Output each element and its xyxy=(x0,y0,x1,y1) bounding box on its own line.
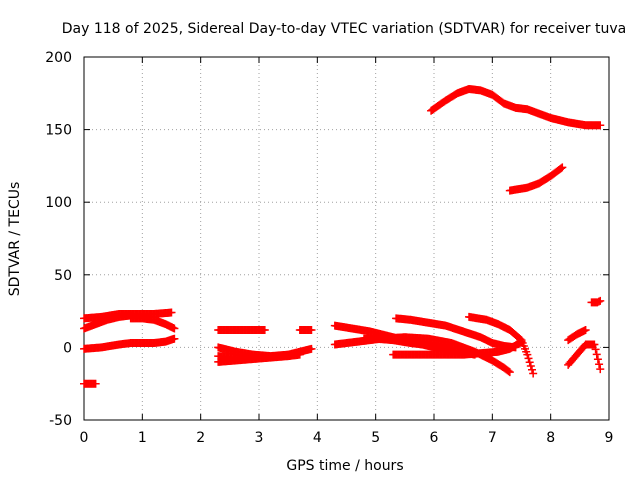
x-tick-label: 2 xyxy=(196,430,205,446)
x-tick-label: 1 xyxy=(138,430,147,446)
data-point xyxy=(307,344,316,353)
data-point xyxy=(596,365,605,374)
y-tick-label: 50 xyxy=(54,268,72,284)
data-point xyxy=(170,334,179,343)
y-tick-labels: -50 0 50 100 150 200 xyxy=(45,50,72,429)
series-arc-2 xyxy=(80,311,135,333)
series-arc-19 xyxy=(564,325,590,345)
y-tick-label: 100 xyxy=(45,195,72,211)
data-series xyxy=(80,84,605,388)
y-tick-label: 150 xyxy=(45,123,72,139)
x-tick-label: 0 xyxy=(80,430,89,446)
series-arc-21 xyxy=(587,296,605,307)
data-point xyxy=(581,325,590,334)
series-arc-10 xyxy=(214,352,252,364)
series-arc-13 xyxy=(360,334,456,353)
data-point xyxy=(591,345,600,354)
data-point xyxy=(595,360,604,369)
data-point xyxy=(526,361,535,370)
data-point xyxy=(243,355,252,364)
y-tick-label: 200 xyxy=(45,50,72,66)
series-arc-15 xyxy=(389,337,526,359)
series-arc-7 xyxy=(295,325,316,334)
data-point xyxy=(557,164,566,173)
data-point xyxy=(295,350,304,359)
y-axis-title: SDTVAR / TECUs xyxy=(7,182,23,297)
data-point xyxy=(525,358,534,367)
data-point xyxy=(528,365,536,374)
y-tick-label: -50 xyxy=(49,413,72,429)
series-arc-18 xyxy=(505,163,567,195)
series-arc-17 xyxy=(427,84,605,130)
series-arc-12 xyxy=(330,333,514,377)
data-point xyxy=(529,369,538,378)
series-arc-6 xyxy=(214,325,269,334)
series-arc-14 xyxy=(392,314,520,352)
series-arc-4 xyxy=(80,334,179,353)
series-arc-9 xyxy=(214,350,304,366)
x-tick-label: 5 xyxy=(371,430,380,446)
data-point xyxy=(592,350,601,359)
chart-title: Day 118 of 2025, Sidereal Day-to-day VTE… xyxy=(62,21,626,37)
series-arc-20 xyxy=(564,340,605,374)
plot-frame xyxy=(83,56,610,421)
data-point xyxy=(170,324,179,333)
series-arc-16 xyxy=(465,312,538,378)
data-point xyxy=(524,354,533,363)
x-axis-title: GPS time / hours xyxy=(286,458,403,474)
x-tick-label: 4 xyxy=(313,430,322,446)
data-point xyxy=(590,340,599,349)
data-point xyxy=(260,325,269,334)
data-point xyxy=(505,368,514,377)
data-point xyxy=(307,325,316,334)
series-arc-5 xyxy=(80,379,100,388)
data-point xyxy=(523,350,532,359)
x-tick-label: 6 xyxy=(430,430,439,446)
x-tick-label: 7 xyxy=(488,430,497,446)
x-tick-label: 9 xyxy=(605,430,614,446)
series-arc-3 xyxy=(126,314,179,333)
data-point xyxy=(167,308,176,317)
data-point xyxy=(504,367,513,376)
data-point xyxy=(596,296,605,305)
x-tick-labels: 0 1 2 3 4 5 6 7 8 9 xyxy=(80,430,614,446)
data-point xyxy=(596,121,605,130)
x-tick-label: 3 xyxy=(255,430,264,446)
data-point xyxy=(558,163,567,172)
data-point xyxy=(91,379,100,388)
y-tick-label: 0 xyxy=(63,340,72,356)
data-point xyxy=(593,355,602,364)
x-tick-label: 8 xyxy=(546,430,555,446)
